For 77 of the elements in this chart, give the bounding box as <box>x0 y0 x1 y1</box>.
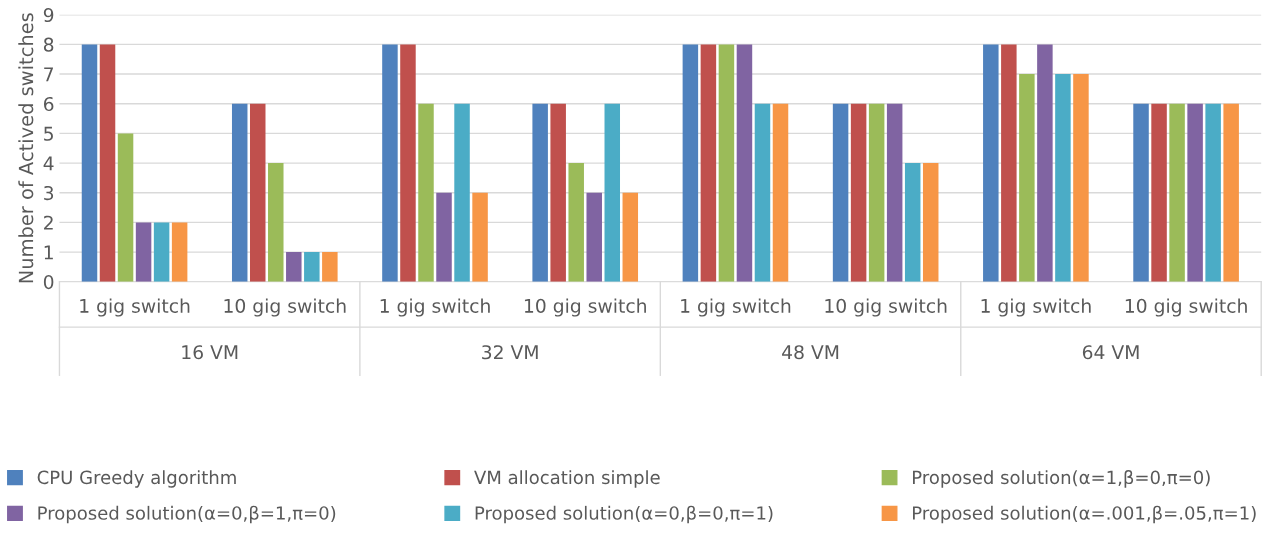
y-tick-label: 7 <box>44 67 53 82</box>
x-tick-label: 10 gig switch <box>825 298 947 317</box>
bar <box>568 163 584 282</box>
bar <box>153 222 170 282</box>
bar <box>1205 103 1221 282</box>
bar <box>117 133 134 282</box>
x-tick-label: 10 gig switch <box>224 298 346 317</box>
bar <box>886 103 903 282</box>
legend-label: Proposed solution(α=0,β=0,π=1) <box>475 505 773 524</box>
y-tick-label: 1 <box>44 245 53 260</box>
bar <box>754 103 771 282</box>
y-axis-title: Number of Actived switches <box>18 13 34 283</box>
bar <box>1151 103 1167 282</box>
bar <box>532 103 548 282</box>
y-tick-label: 5 <box>44 126 53 141</box>
bar <box>922 163 939 282</box>
bar <box>1001 44 1017 282</box>
bar <box>231 103 248 282</box>
x-tick-label: 10 gig switch <box>524 298 646 317</box>
bar <box>1055 74 1071 282</box>
bar <box>604 103 621 282</box>
x-tick-label: 1 gig switch <box>981 298 1091 317</box>
x-tick-label: 1 gig switch <box>380 298 490 317</box>
bar <box>268 163 284 282</box>
bar <box>171 222 188 282</box>
bar <box>322 252 338 282</box>
bar <box>550 103 566 282</box>
bar <box>418 103 434 282</box>
bar <box>983 44 999 282</box>
text: 64 VM <box>1082 345 1139 360</box>
y-tick-label: 3 <box>44 185 54 201</box>
bar <box>286 252 302 282</box>
x-tick-label: 10 gig switch <box>1125 298 1247 317</box>
y-tick-label: 8 <box>43 37 54 52</box>
y-tick-label: 9 <box>43 7 54 23</box>
legend-label: Proposed solution(α=1,β=0,π=0) <box>913 470 1210 488</box>
bar <box>472 192 488 282</box>
bar <box>135 222 152 282</box>
legend-label: Proposed solution(α=.001,β=.05,π=1) <box>913 505 1256 524</box>
bar <box>249 103 266 282</box>
bar <box>1037 44 1053 282</box>
bar <box>904 163 921 282</box>
bar <box>81 44 98 282</box>
bar <box>700 44 717 282</box>
text: 32 VM <box>482 345 538 360</box>
text: 16 VM <box>182 345 238 360</box>
bar <box>99 44 116 282</box>
bar <box>1133 103 1149 282</box>
legend-label: Proposed solution(α=0,β=1,π=0) <box>38 505 336 524</box>
y-tick-label: 0 <box>43 274 54 290</box>
bar <box>682 44 699 282</box>
x-tick-label: 1 gig switch <box>681 298 791 317</box>
bar <box>850 103 867 282</box>
bar <box>772 103 789 282</box>
bar <box>586 192 602 282</box>
bar <box>868 103 885 282</box>
bar <box>736 44 753 282</box>
legend-label: CPU Greedy algorithm <box>37 470 236 488</box>
y-tick-label: 2 <box>44 215 53 230</box>
bar <box>436 192 452 282</box>
text: 48 VM <box>782 345 839 360</box>
x-tick-label: 1 gig switch <box>80 298 190 317</box>
bar <box>304 252 320 282</box>
bar <box>1187 103 1203 282</box>
legend-label: VM allocation simple <box>474 470 660 488</box>
bar <box>832 103 849 282</box>
bar <box>400 44 416 282</box>
bar <box>622 192 639 282</box>
bar <box>1019 74 1035 282</box>
bar <box>1169 103 1185 282</box>
bar <box>1073 74 1089 282</box>
y-tick-label: 4 <box>43 156 54 171</box>
y-tick-label: 6 <box>43 96 54 112</box>
bar <box>1223 103 1239 282</box>
bar <box>382 44 398 282</box>
bar <box>454 103 470 282</box>
bar <box>718 44 735 282</box>
